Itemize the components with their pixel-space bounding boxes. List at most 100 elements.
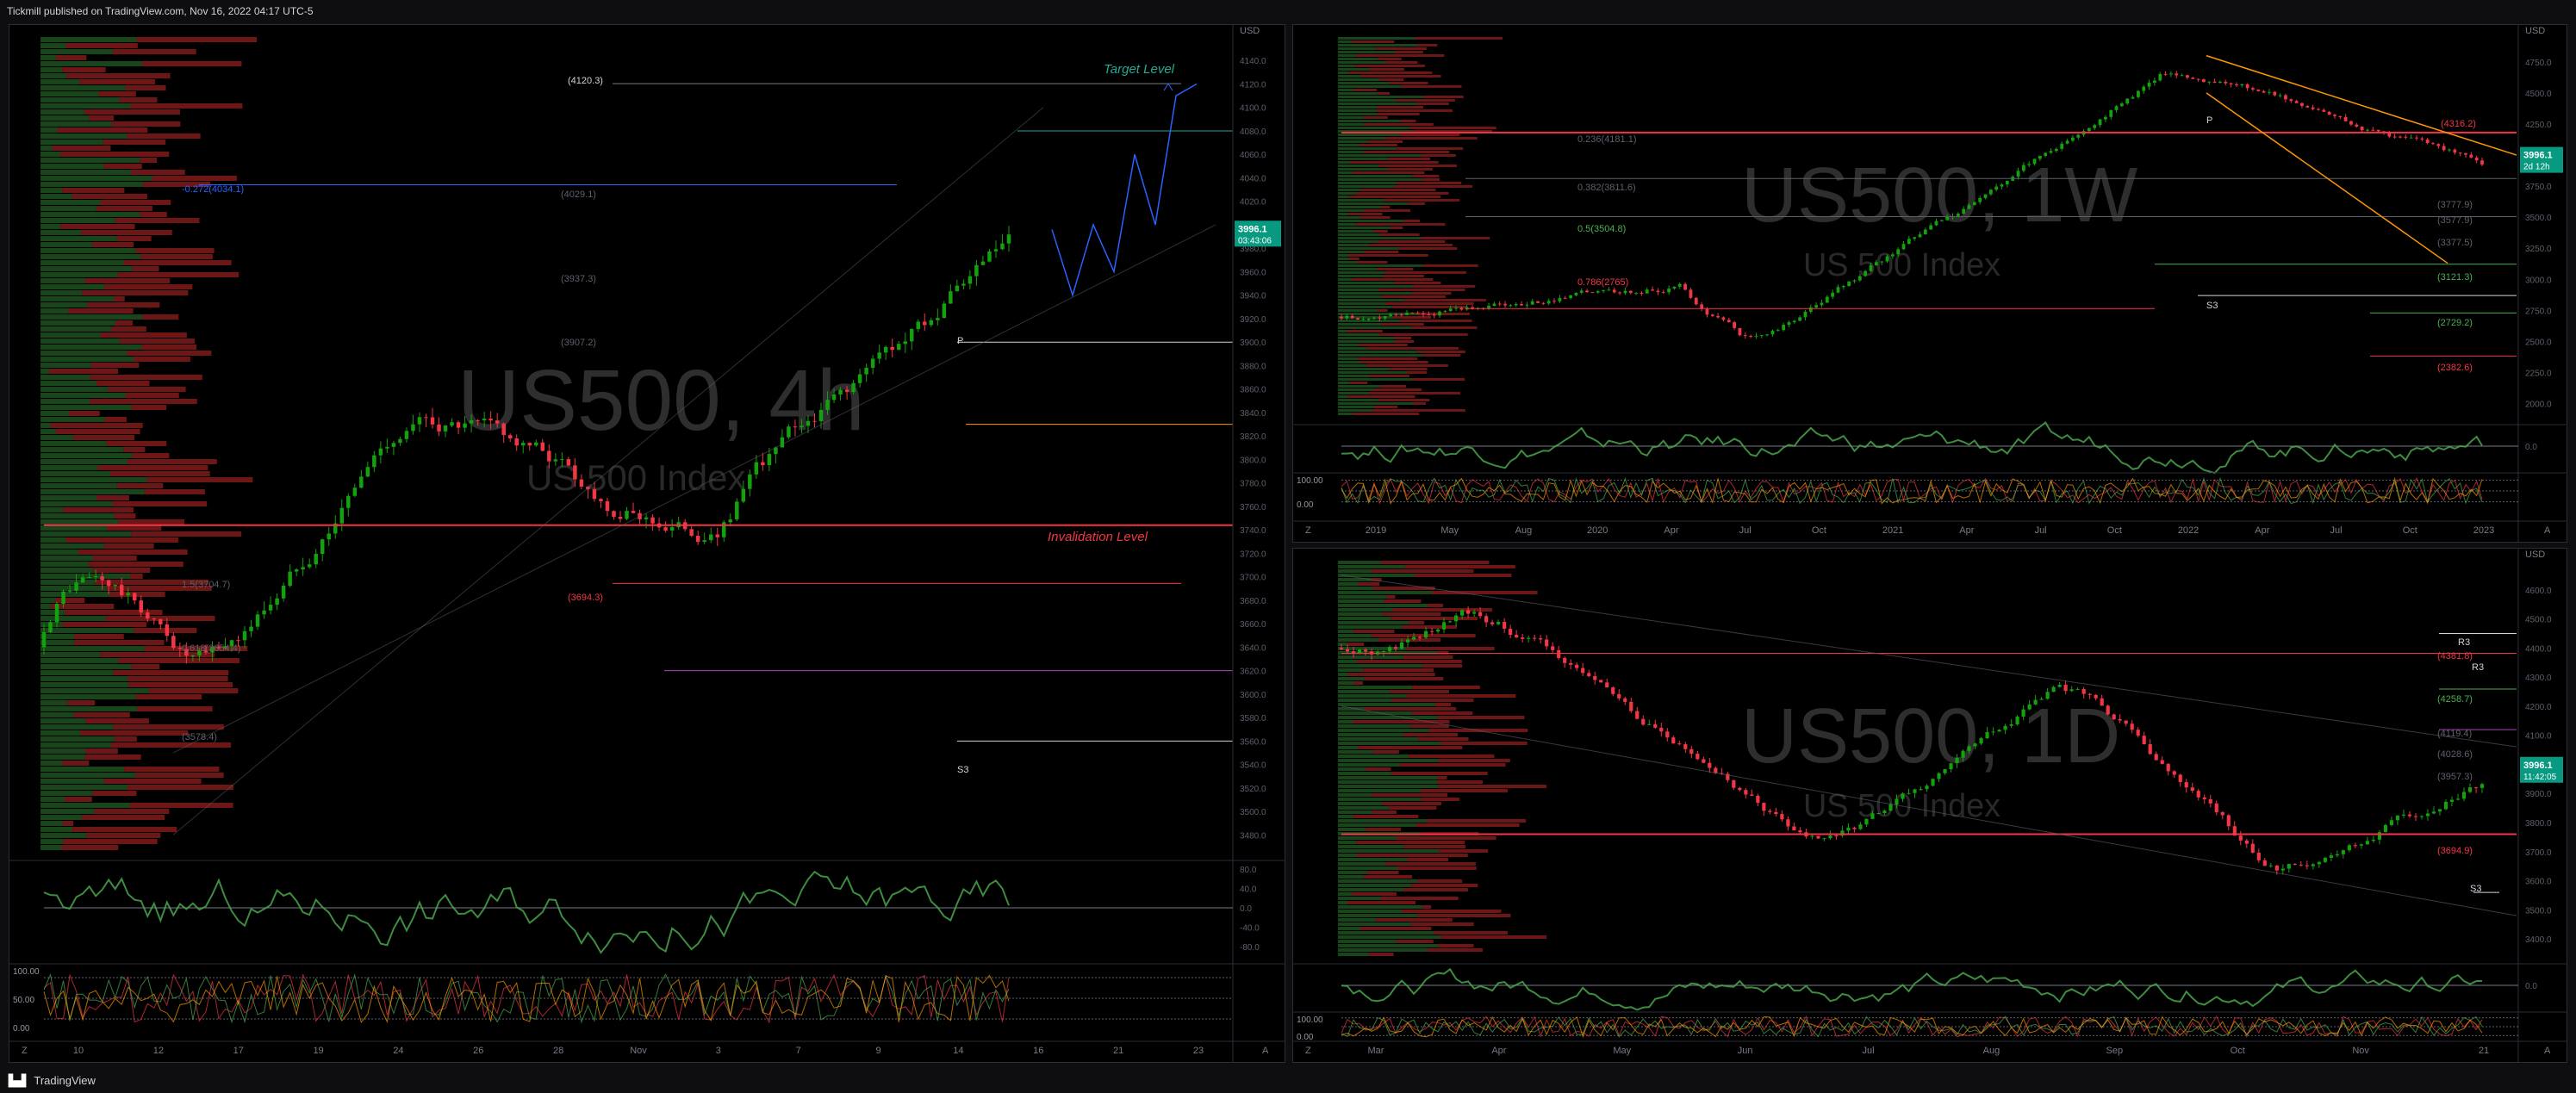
volume-profile-bar <box>1338 612 1383 616</box>
tradingview-logo-icon[interactable]: ▙▟ <box>9 1074 26 1087</box>
volume-profile-bar <box>50 604 115 609</box>
chart-pane-1d[interactable]: US500, 1DUS 500 IndexR3R3(4381.8)(4258.7… <box>1292 548 2567 1063</box>
volume-profile-bar <box>103 164 142 169</box>
volume-profile-bar <box>1338 604 1428 607</box>
candle-body <box>2399 136 2402 138</box>
volume-profile-bar <box>1338 202 1409 205</box>
volume-profile-bar <box>123 447 146 452</box>
chart-pane-4h[interactable]: US500, 4h US 500 Index Target Level Invalid… <box>9 24 1285 1063</box>
candle-body <box>2094 694 2098 699</box>
chart-pane-1w[interactable]: US500, 1W US 500 Index 0.236(4181.1) 0.382(… <box>1292 24 2567 543</box>
volume-profile-bar <box>40 182 144 187</box>
candle-body <box>2147 83 2151 87</box>
candle-body <box>1780 814 1784 820</box>
volume-profile-bar <box>1338 295 1382 298</box>
volume-profile-bar <box>130 574 143 579</box>
chart-1w-svg[interactable]: US500, 1W US 500 Index 0.236(4181.1) 0.382(… <box>1293 25 2567 542</box>
volume-profile-bar <box>1347 330 1383 332</box>
volume-profile-bar <box>40 284 105 289</box>
candle-body <box>2480 784 2485 788</box>
candle-body <box>1623 290 1627 294</box>
candle-body <box>974 264 979 276</box>
candle-body <box>2371 129 2375 131</box>
chart-4h-svg[interactable]: US500, 4h US 500 Index Target Level Invalid… <box>9 25 1285 1062</box>
volume-profile-bar <box>128 682 233 687</box>
candle-body <box>2333 115 2336 116</box>
volume-profile-bar <box>130 170 185 175</box>
price-tick-label: 4140.0 <box>1240 57 1266 66</box>
stochastic-line <box>43 973 1010 1024</box>
volume-profile-bar <box>1338 251 1364 253</box>
volume-profile-bar <box>1358 344 1408 346</box>
candle-body <box>2153 80 2156 84</box>
candle-body <box>1599 680 1603 683</box>
candle-body <box>314 554 318 565</box>
volume-profile-bar <box>1396 940 1434 943</box>
volume-profile-bar <box>1338 677 1365 680</box>
candle-body <box>404 431 409 439</box>
candle-body <box>210 646 215 653</box>
candle-body <box>2289 99 2293 102</box>
volume-profile-bar <box>100 332 187 338</box>
chart-background <box>1293 25 2567 542</box>
volume-profile-bar <box>101 200 171 205</box>
volume-profile-bar <box>40 103 131 109</box>
level-annotation: (4029.1) <box>561 189 596 200</box>
volume-profile-bar <box>40 387 109 392</box>
watermark-name: US 500 Index <box>526 457 746 498</box>
candle-body <box>1503 303 1507 306</box>
volume-profile-bar <box>1367 140 1403 143</box>
candle-body <box>1972 202 1976 206</box>
candle-body <box>327 533 331 540</box>
volume-profile-bar <box>62 188 125 193</box>
candle-body <box>1490 622 1495 624</box>
candle-body <box>942 303 947 319</box>
stochastic-tick-label: 100.00 <box>1297 476 1323 486</box>
volume-profile-bar <box>98 91 136 96</box>
candle-body <box>1816 835 1820 839</box>
candle-body <box>333 523 338 534</box>
candle-body <box>1714 767 1718 773</box>
oscillator-line <box>1341 421 2483 475</box>
candle-body <box>2076 134 2081 138</box>
price-tick-label: 3940.0 <box>1240 292 1266 301</box>
level-annotation: (3694.9) <box>2437 846 2473 856</box>
price-tick-label: 3500.0 <box>2525 214 2552 223</box>
candle-body <box>2238 835 2243 841</box>
price-tick-label: 3480.0 <box>1240 831 1266 841</box>
candle-body <box>359 476 364 488</box>
volume-profile-bar <box>40 441 107 446</box>
volume-profile-bar <box>1372 810 1397 814</box>
volume-profile-bar <box>127 134 201 139</box>
volume-profile-bar <box>40 809 95 814</box>
volume-profile-bar <box>144 646 248 651</box>
candle-body <box>851 382 856 393</box>
time-tick-label: 2023 <box>2473 525 2494 536</box>
time-tick-label: Oct <box>1812 525 1826 536</box>
candle-body <box>857 374 862 383</box>
volume-profile-bar <box>1353 720 1450 723</box>
candle-body <box>1945 217 1950 220</box>
candle-body <box>1726 773 1730 780</box>
volume-profile-bar <box>143 182 210 187</box>
volume-profile-bar <box>1338 320 1402 322</box>
candle-body <box>48 622 53 633</box>
chart-1d-svg[interactable]: US500, 1DUS 500 IndexR3R3(4381.8)(4258.7… <box>1293 549 2567 1062</box>
volume-profile-bar <box>40 537 66 543</box>
volume-profile-bar <box>1338 798 1422 801</box>
stochastic-tick-label: 0.00 <box>13 1024 30 1034</box>
candle-body <box>2425 813 2430 817</box>
price-axis <box>2518 25 2567 542</box>
footer-brand[interactable]: TradingView <box>34 1074 96 1087</box>
level-annotation: (4120.3) <box>568 76 603 86</box>
candle-body <box>2226 815 2231 827</box>
candle-body <box>1399 642 1404 649</box>
volume-profile-bar <box>1434 703 1452 706</box>
volume-profile-bar <box>40 206 96 211</box>
volume-profile-bar <box>144 489 205 494</box>
candle-body <box>1509 305 1513 307</box>
candle-body <box>1988 189 1993 195</box>
volume-profile-bar <box>1338 858 1408 861</box>
volume-profile-bar <box>1338 819 1427 823</box>
volume-profile-bar <box>1338 780 1438 784</box>
